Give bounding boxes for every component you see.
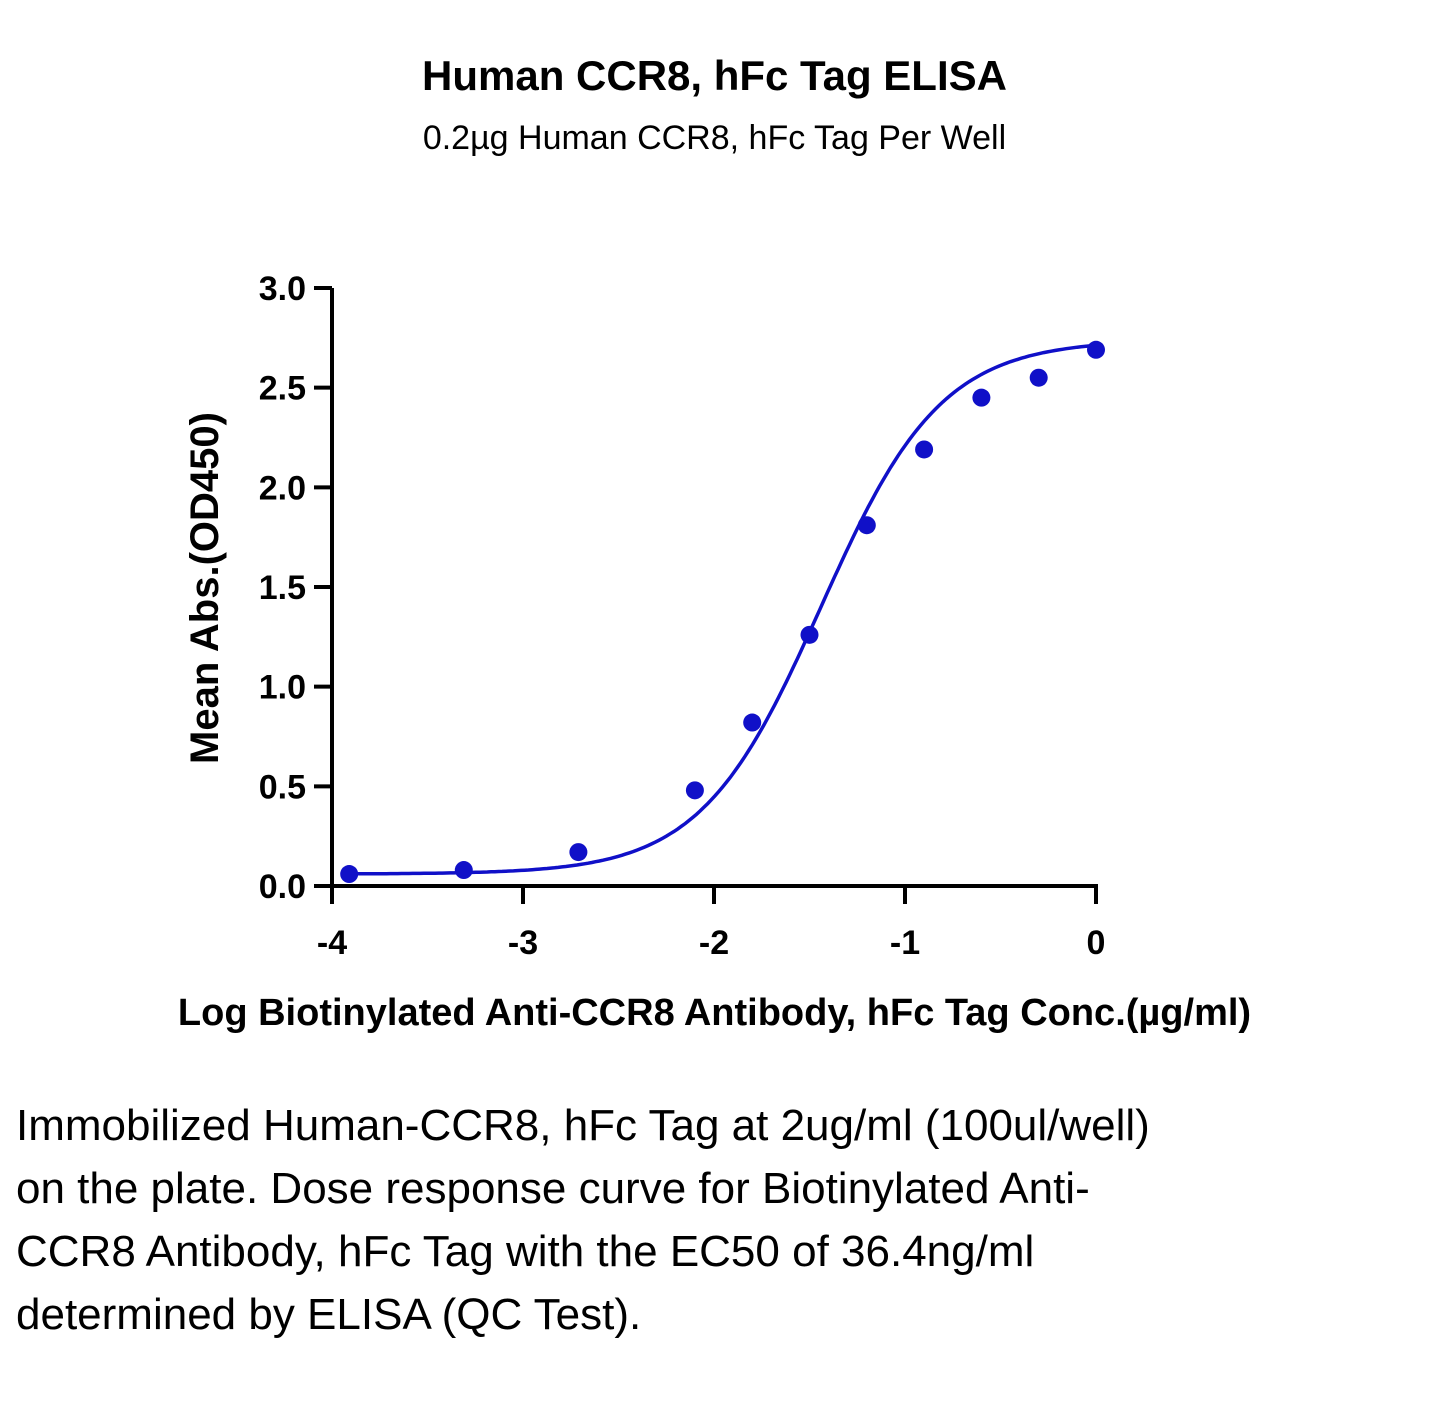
- fit-curve: [349, 343, 1097, 876]
- x-tick-label: -3: [508, 924, 538, 962]
- y-tick-label: 2.0: [259, 469, 306, 507]
- x-tick-label: 0: [1087, 924, 1106, 962]
- y-tick-label: 2.5: [259, 370, 306, 408]
- y-tick-label: 0.5: [259, 768, 306, 806]
- y-tick-label: 1.0: [259, 669, 306, 707]
- y-tick-label: 1.5: [259, 569, 306, 607]
- data-point: [915, 440, 934, 459]
- data-point: [340, 865, 359, 884]
- chart-subtitle: 0.2µg Human CCR8, hFc Tag Per Well: [422, 119, 1007, 157]
- data-point: [972, 388, 991, 407]
- y-tick-label: 0.0: [259, 868, 306, 906]
- axis-ticks: 0.0 0.5 1.0 1.5 2.0 2.5 3.0 -4 -3 -2 -1 0: [259, 270, 1106, 962]
- plot-area: Mean Abs.(OD450) 0.0 0.5 1.0 1.5 2.0 2.5 3.0 -4…: [183, 270, 1106, 962]
- caption: Immobilized Human-CCR8, hFc Tag at 2ug/m…: [16, 1101, 1150, 1339]
- data-points: [340, 340, 1105, 884]
- x-tick-label: -4: [317, 924, 347, 962]
- data-point: [800, 625, 819, 644]
- data-point: [454, 861, 473, 880]
- x-axis-label: Log Biotinylated Anti-CCR8 Antibody, hFc…: [177, 992, 1252, 1034]
- data-point: [1029, 368, 1048, 387]
- x-tick-label: -1: [890, 924, 920, 962]
- data-point: [857, 516, 876, 535]
- y-axis-label: Mean Abs.(OD450): [183, 412, 227, 764]
- y-tick-label: 3.0: [259, 270, 306, 308]
- data-point: [569, 843, 588, 862]
- chart-title: Human CCR8, hFc Tag ELISA: [422, 52, 1007, 99]
- data-point: [743, 713, 762, 732]
- x-tick-label: -2: [699, 924, 729, 962]
- data-point: [1087, 340, 1105, 359]
- data-point: [685, 781, 704, 800]
